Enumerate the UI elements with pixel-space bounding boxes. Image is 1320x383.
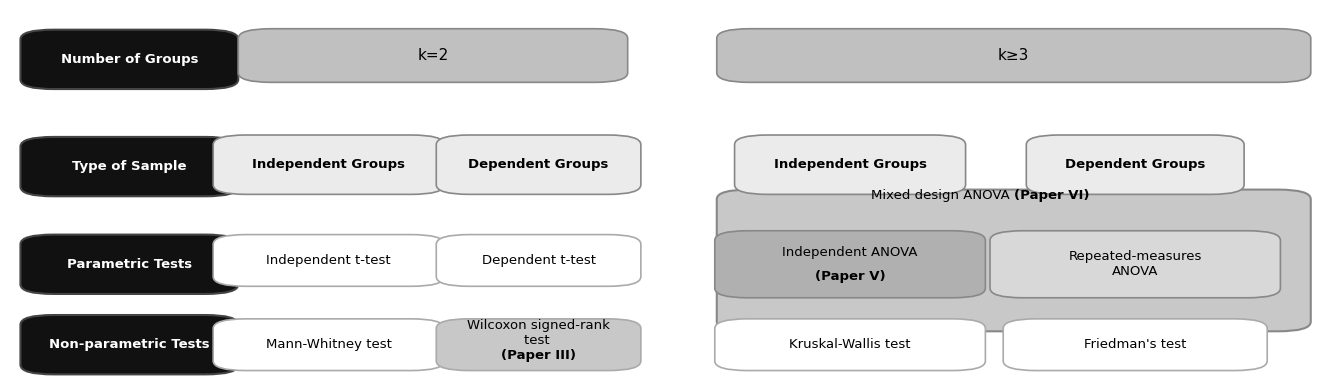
Text: Repeated-measures
ANOVA: Repeated-measures ANOVA: [1068, 250, 1203, 278]
FancyBboxPatch shape: [717, 29, 1311, 82]
FancyBboxPatch shape: [21, 30, 238, 89]
Text: Wilcoxon signed-rank
test: Wilcoxon signed-rank test: [467, 319, 610, 347]
Text: Number of Groups: Number of Groups: [61, 53, 198, 66]
Text: k≥3: k≥3: [998, 48, 1030, 63]
FancyBboxPatch shape: [990, 231, 1280, 298]
FancyBboxPatch shape: [436, 135, 640, 195]
Text: Dependent Groups: Dependent Groups: [1065, 158, 1205, 171]
FancyBboxPatch shape: [239, 29, 628, 82]
Text: k=2: k=2: [417, 48, 449, 63]
FancyBboxPatch shape: [717, 190, 1311, 331]
Text: Independent ANOVA: Independent ANOVA: [783, 246, 917, 259]
Text: Mixed design ANOVA: Mixed design ANOVA: [871, 189, 1014, 202]
FancyBboxPatch shape: [214, 234, 444, 286]
Text: (Paper III): (Paper III): [502, 349, 576, 362]
Text: Friedman's test: Friedman's test: [1084, 338, 1187, 351]
FancyBboxPatch shape: [21, 137, 238, 196]
Text: Kruskal-Wallis test: Kruskal-Wallis test: [789, 338, 911, 351]
FancyBboxPatch shape: [1027, 135, 1243, 195]
Text: Parametric Tests: Parametric Tests: [67, 258, 191, 271]
FancyBboxPatch shape: [214, 319, 444, 371]
FancyBboxPatch shape: [21, 234, 238, 294]
FancyBboxPatch shape: [21, 315, 238, 375]
FancyBboxPatch shape: [214, 135, 444, 195]
Text: Independent Groups: Independent Groups: [252, 158, 405, 171]
FancyBboxPatch shape: [1003, 319, 1267, 371]
Text: Dependent Groups: Dependent Groups: [469, 158, 609, 171]
Text: Dependent t-test: Dependent t-test: [482, 254, 595, 267]
FancyBboxPatch shape: [734, 135, 966, 195]
Text: Mann-Whitney test: Mann-Whitney test: [265, 338, 392, 351]
FancyBboxPatch shape: [436, 234, 640, 286]
FancyBboxPatch shape: [715, 319, 985, 371]
Text: Independent t-test: Independent t-test: [267, 254, 391, 267]
Text: (Paper V): (Paper V): [814, 270, 886, 283]
Text: (Paper VI): (Paper VI): [1014, 189, 1089, 202]
Text: Type of Sample: Type of Sample: [73, 160, 186, 173]
Text: Independent Groups: Independent Groups: [774, 158, 927, 171]
Text: Non-parametric Tests: Non-parametric Tests: [49, 338, 210, 351]
FancyBboxPatch shape: [436, 319, 640, 371]
FancyBboxPatch shape: [715, 231, 985, 298]
